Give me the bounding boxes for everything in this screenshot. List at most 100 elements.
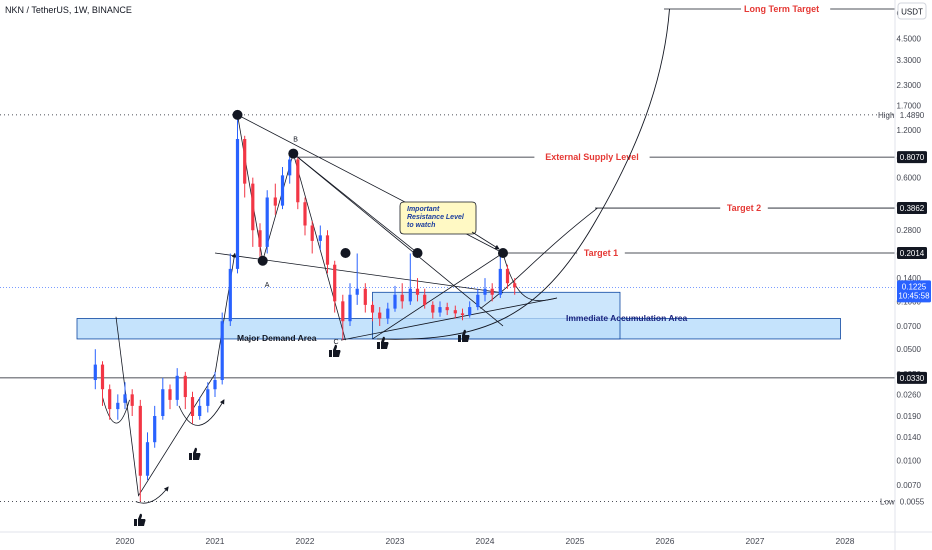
- thumbs-up-icon: [134, 519, 137, 526]
- thumbs-up-icon: [189, 453, 192, 460]
- price-tag-text: 0.0055: [900, 498, 925, 507]
- candle-body: [198, 405, 202, 417]
- candle-body: [116, 402, 120, 410]
- candle-body: [333, 264, 337, 302]
- x-tick-label: 2027: [746, 536, 765, 546]
- thumbs-up-icon: [462, 329, 470, 342]
- level-label: Target 1: [584, 248, 618, 258]
- candle-body: [310, 225, 314, 241]
- level-label-bg: [720, 202, 768, 214]
- candle-body: [453, 310, 457, 314]
- pivot-dot: [412, 247, 423, 258]
- price-tag-text: 0.8070: [900, 153, 925, 162]
- candle-body: [243, 138, 247, 184]
- candle-body: [100, 364, 105, 390]
- candle-body: [93, 364, 97, 381]
- chart-title: NKN / TetherUS, 1W, BINANCE: [5, 5, 132, 15]
- y-tick-label: 0.0700: [897, 322, 922, 331]
- x-tick-label: 2026: [656, 536, 675, 546]
- candle-body: [460, 313, 465, 316]
- pivot-dot: [232, 109, 243, 120]
- y-tick-label: 0.0070: [897, 481, 922, 490]
- price-tag: [897, 246, 927, 259]
- candle-body: [468, 307, 472, 316]
- x-tick-label: 2023: [386, 536, 405, 546]
- candle-body: [408, 288, 412, 302]
- trend-line: [340, 297, 558, 341]
- x-tick-label: 2024: [476, 536, 495, 546]
- trend-line: [372, 252, 504, 340]
- point-label: B: [293, 137, 298, 144]
- x-tick-label: 2020: [116, 536, 135, 546]
- level-label: High: [878, 111, 894, 120]
- level-label: External Supply Level: [545, 152, 639, 162]
- y-tick-label: 0.0100: [897, 456, 922, 465]
- y-tick-label: 0.0140: [897, 433, 922, 442]
- price-tag: [897, 202, 927, 215]
- y-tick-label: 0.0260: [897, 390, 922, 399]
- callout-text: Resistance Level: [407, 214, 465, 221]
- x-tick-label: 2021: [206, 536, 225, 546]
- candle-body: [348, 294, 352, 322]
- y-tick-label: 1.7000: [897, 102, 922, 111]
- zone-label: Immediate Accumulation Area: [566, 313, 688, 323]
- annotations-layer: Major Demand Area Immediate Accumulation …: [134, 109, 688, 526]
- point-label: C: [334, 339, 339, 346]
- pivot-dot: [257, 255, 268, 266]
- rounding-curve: [178, 399, 225, 426]
- candle-body: [303, 202, 307, 226]
- level-label-bg: [534, 151, 650, 163]
- candle-body: [423, 294, 427, 305]
- projection-curve: [376, 8, 670, 340]
- candle-body: [251, 183, 255, 231]
- y-tick-label: 4.5000: [897, 35, 922, 44]
- x-tick-label: 2025: [566, 536, 585, 546]
- currency-button[interactable]: USDT: [897, 2, 927, 20]
- candle-body: [438, 307, 442, 313]
- zones-layer: [76, 291, 841, 340]
- candle-body: [190, 397, 195, 417]
- x-tick-label: 2028: [836, 536, 855, 546]
- candle-body: [130, 394, 134, 406]
- price-tag: [897, 495, 927, 508]
- candle-body: [273, 197, 277, 206]
- y-tick-label: 0.0500: [897, 345, 922, 354]
- price-tag: [897, 151, 927, 164]
- levels-layer: Long Term Target High External Supply Leve…: [0, 3, 895, 507]
- x-axis[interactable]: 2020 2021 2022 2023 2024 2025 2026 2027 2028: [116, 536, 855, 546]
- candle-body: [483, 288, 487, 295]
- candle-body: [168, 389, 172, 400]
- candle-body: [153, 416, 157, 443]
- candle-body: [280, 175, 285, 206]
- target-curve: [480, 207, 598, 309]
- thumbs-up-icon: [377, 342, 380, 349]
- candle-body: [235, 138, 240, 269]
- candle-body: [431, 304, 435, 313]
- current-price-tag: [897, 280, 931, 303]
- y-tick-label: 0.2800: [897, 226, 922, 235]
- countdown-text: 10:45:58: [898, 291, 930, 300]
- zone-label: Major Demand Area: [237, 333, 317, 343]
- candle-body: [355, 288, 359, 295]
- callout-box: [399, 201, 477, 235]
- price-tag-text: 0.2014: [900, 249, 925, 258]
- thumbs-up-icon: [138, 513, 146, 526]
- thumbs-up-icon: [329, 344, 341, 357]
- candle-body: [490, 288, 494, 295]
- level-label-bg: [741, 3, 831, 14]
- candle-body: [318, 235, 322, 241]
- candle-body: [228, 268, 232, 322]
- thumbs-up-icon: [333, 344, 341, 357]
- rounding-curve: [135, 486, 169, 504]
- level-label-bg: [577, 246, 625, 258]
- candle-body: [498, 268, 502, 295]
- drawings-layer: [102, 8, 670, 504]
- candle-body: [393, 294, 397, 309]
- pivot-dot: [340, 247, 351, 258]
- pivot-dot: [288, 148, 299, 159]
- y-tick-label: 0.6000: [897, 174, 922, 183]
- thumbs-up-icon: [458, 335, 461, 342]
- candle-body: [363, 288, 367, 305]
- y-tick-label: 0.0190: [897, 412, 922, 421]
